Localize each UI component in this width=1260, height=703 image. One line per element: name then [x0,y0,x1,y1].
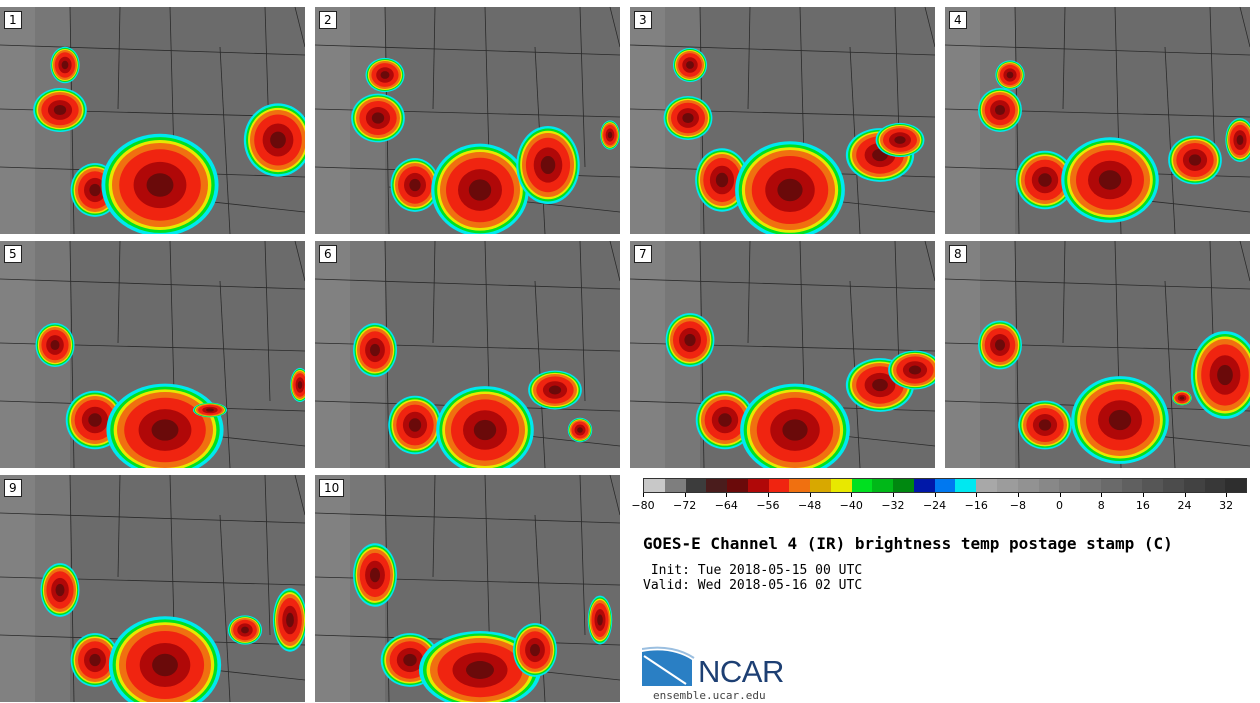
colorbar-swatch [789,479,811,492]
colorbar-swatch [1038,479,1060,492]
colorbar-swatch [768,479,790,492]
panel-number-label: 10 [319,479,345,497]
colorbar-tick-mark [1059,493,1061,497]
postage-stamp-panel: 2 [315,7,620,234]
colorbar-swatch [1080,479,1101,492]
colorbar-tick-mark [934,493,936,497]
panel-number-label: 8 [949,245,967,263]
colorbar-swatch [810,479,831,492]
panel-number-label: 6 [319,245,337,263]
panel-number-label: 1 [4,11,22,29]
colorbar-swatch [830,479,852,492]
colorbar-tick-label: −8 [1009,499,1026,512]
colorbar-tick-label: −80 [631,499,655,512]
colorbar-swatch [644,479,665,492]
colorbar-swatch [747,479,769,492]
colorbar-tick-mark [1142,493,1144,497]
colorbar-tick-mark [767,493,769,497]
postage-stamp-panel: 10 [315,475,620,702]
postage-stamp-panel: 8 [945,241,1250,468]
colorbar-tick-mark [726,493,728,497]
panel-number-label: 2 [319,11,337,29]
colorbar-swatch [727,479,748,492]
satellite-map [945,241,1250,468]
satellite-map [630,241,935,468]
panel-number-label: 9 [4,479,22,497]
postage-stamp-panel: 5 [0,241,305,468]
postage-stamp-panel: 7 [630,241,935,468]
colorbar-swatch [1163,479,1184,492]
colorbar-swatch [1142,479,1164,492]
colorbar-tick-mark [1101,493,1103,497]
colorbar-swatch [1183,479,1205,492]
colorbar-swatch [851,479,873,492]
satellite-map [315,475,620,702]
satellite-map [315,241,620,468]
colorbar-tick-label: −72 [673,499,697,512]
colorbar-tick-label: 16 [1135,499,1150,512]
colorbar-swatch [997,479,1018,492]
colorbar-swatch [685,479,707,492]
colorbar-swatch [955,479,977,492]
satellite-map [0,475,305,702]
colorbar-tick-label: 0 [1056,499,1064,512]
colorbar [643,478,1247,493]
colorbar-tick-label: −64 [714,499,738,512]
satellite-map [315,7,620,234]
colorbar-tick-mark [809,493,811,497]
valid-time: Valid: Wed 2018-05-16 02 UTC [643,578,863,593]
colorbar-swatch [1017,479,1039,492]
satellite-map [0,241,305,468]
colorbar-tick-label: −16 [964,499,988,512]
ncar-wordmark: NCAR [698,654,784,689]
colorbar-tick-label: −40 [839,499,863,512]
colorbar-tick-label: −32 [881,499,905,512]
ncar-logo-icon [642,646,695,686]
postage-stamp-panel: 1 [0,7,305,234]
postage-stamp-panel: 9 [0,475,305,702]
colorbar-tick-mark [1184,493,1186,497]
colorbar-swatch [872,479,894,492]
colorbar-swatch [706,479,728,492]
colorbar-tick-mark [976,493,978,497]
colorbar-swatch [1121,479,1143,492]
postage-stamp-panel: 4 [945,7,1250,234]
init-time: Init: Tue 2018-05-15 00 UTC [643,563,863,578]
colorbar-swatch [934,479,956,492]
colorbar-tick-label: −56 [756,499,780,512]
colorbar-tick-label: 32 [1219,499,1234,512]
colorbar-tick-mark [684,493,686,497]
postage-stamp-panel: 3 [630,7,935,234]
colorbar-tick-label: 8 [1097,499,1105,512]
panel-number-label: 5 [4,245,22,263]
satellite-map [630,7,935,234]
colorbar-swatch [976,479,998,492]
panel-number-label: 3 [634,11,652,29]
colorbar-swatch [1059,479,1081,492]
colorbar-swatch [1100,479,1122,492]
colorbar-tick-label: −48 [798,499,822,512]
panel-number-label: 7 [634,245,652,263]
colorbar-tick-label: 24 [1177,499,1192,512]
satellite-map [945,7,1250,234]
colorbar-swatch [664,479,686,492]
colorbar-swatch [913,479,935,492]
colorbar-swatch [1225,479,1247,492]
panel-number-label: 4 [949,11,967,29]
postage-stamp-panel: 6 [315,241,620,468]
colorbar-tick-mark [643,493,644,497]
colorbar-tick-mark [1226,493,1228,497]
satellite-map [0,7,305,234]
colorbar-tick-mark [1017,493,1019,497]
colorbar-tick-label: −24 [922,499,947,512]
colorbar-swatch [893,479,914,492]
chart-title: GOES-E Channel 4 (IR) brightness temp po… [643,534,1173,553]
colorbar-tick-mark [851,493,853,497]
colorbar-swatch [1204,479,1226,492]
site-url: ensemble.ucar.edu [653,689,766,702]
colorbar-tick-mark [892,493,894,497]
